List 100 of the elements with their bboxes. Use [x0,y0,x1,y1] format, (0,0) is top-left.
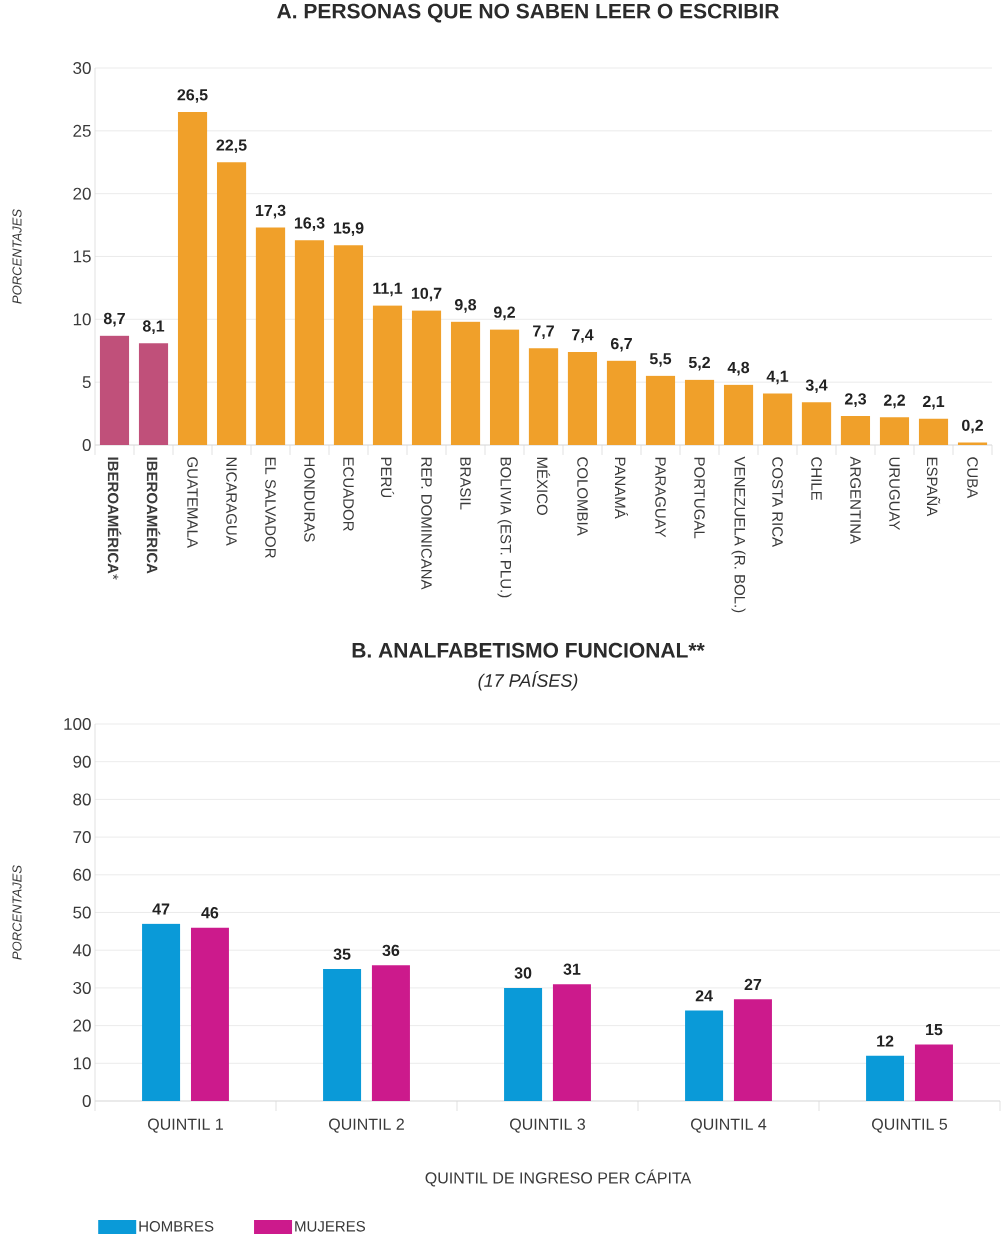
bar [801,402,832,445]
x-tick-label: IBEROAMÉRICA [146,457,161,574]
bar [504,987,543,1101]
data-label: 30 [514,967,532,979]
data-label: 11,1 [373,282,403,297]
data-label: 17,3 [255,204,286,219]
bar [957,442,988,445]
data-label: 2,3 [844,393,867,407]
y-tick-label: 30 [73,61,91,75]
bar [685,1010,724,1101]
data-label: 12 [877,1035,894,1047]
chart-title: B. ANALFABETISMO FUNCIONAL** [352,642,705,658]
x-tick-label: PERÚ [380,457,395,498]
data-label: 0,2 [962,419,983,434]
y-axis-title: PORCENTAJES [12,209,22,304]
data-label: 16,3 [294,217,325,231]
data-label: 22,5 [216,139,247,154]
chart-subtitle: (17 PAÍSES) [478,671,578,691]
x-tick-label: CHILE [811,457,822,501]
data-label: 6,7 [610,337,632,352]
y-tick-label: 80 [73,793,91,806]
data-label: 4,8 [727,361,750,376]
x-tick-label: QUINTIL 1 [148,1118,223,1133]
bar [142,923,181,1101]
bar [411,310,442,445]
y-tick-label: 0 [82,1094,91,1108]
bar [528,348,559,445]
bar [762,393,793,445]
chart-title: A. PERSONAS QUE NO SABEN LEER O ESCRIBIR [277,3,779,23]
bar [914,1044,953,1101]
x-tick-label: IBEROAMÉRICA* [107,457,122,580]
x-tick-label: COLOMBIA [577,457,588,536]
data-label: 31 [563,963,581,975]
data-label: 24 [695,990,713,1002]
y-tick-label: 50 [73,906,91,919]
data-label: 27 [744,978,762,991]
x-axis-title: QUINTIL DE INGRESO PER CÁPITA [425,1169,692,1187]
data-label: 46 [201,907,219,919]
y-tick-label: 25 [73,124,91,137]
y-axis-title: PORCENTAJES [12,865,22,960]
x-tick-label: MÉXICO [536,457,551,515]
y-tick-label: 0 [82,438,91,452]
x-tick-label: CUBA [967,457,978,499]
bar [99,335,130,445]
y-tick-label: 10 [73,313,91,326]
y-tick-label: 5 [82,376,91,389]
bar [323,969,362,1101]
x-tick-label: COSTA RICA [772,457,783,548]
data-label: 2,1 [922,395,945,410]
x-tick-label: QUINTIL 5 [872,1118,948,1133]
legend-label: MUJERES [295,1221,366,1232]
x-tick-label: BRASIL [460,457,471,510]
y-tick-label: 90 [73,755,91,768]
bar [723,384,754,445]
bar [866,1055,905,1101]
bar [138,343,169,445]
bar [733,999,772,1101]
data-label: 7,7 [533,325,554,340]
data-label: 26,5 [177,89,208,103]
x-tick-label: ESPAÑA [926,457,941,517]
data-label: 2,2 [883,394,905,409]
data-label: 10,7 [411,287,442,302]
data-label: 5,2 [688,356,710,371]
x-tick-label: GUATEMALA [187,457,198,548]
bar [645,375,676,445]
y-tick-label: 70 [73,831,91,844]
bar [684,379,715,445]
legend-label: HOMBRES [139,1221,214,1232]
y-tick-label: 20 [73,187,91,200]
data-label: 47 [152,903,170,915]
x-tick-label: NICARAGUA [226,457,237,546]
bar [216,162,247,445]
x-tick-label: ECUADOR [343,457,354,531]
bar [294,240,325,445]
bar [333,245,364,445]
bar [371,965,410,1101]
bar [489,329,520,445]
bar [552,984,591,1101]
data-label: 8,7 [103,312,125,327]
y-tick-label: 10 [73,1057,91,1070]
data-label: 3,4 [805,379,828,394]
y-tick-label: 40 [72,944,91,957]
data-label: 4,1 [766,370,789,385]
x-tick-label: QUINTIL 2 [329,1118,404,1133]
data-label: 9,8 [454,298,477,313]
bar [450,321,481,445]
x-tick-label: QUINTIL 3 [510,1118,586,1133]
bar [918,418,949,445]
x-tick-label: BOLIVIA (EST. PLU.) [497,457,512,598]
y-tick-label: 60 [73,868,91,881]
y-tick-label: 15 [73,250,91,263]
y-tick-label: 20 [73,1019,91,1032]
x-tick-label: VENEZUELA (R. BOL.) [731,456,746,613]
bar [879,417,910,445]
x-tick-label: REP. DOMINICANA [421,457,432,590]
x-tick-label: PORTUGAL [694,457,705,539]
y-tick-label: 30 [73,981,91,994]
bar [372,305,403,445]
data-label: 7,4 [572,329,594,343]
bar [190,927,229,1101]
